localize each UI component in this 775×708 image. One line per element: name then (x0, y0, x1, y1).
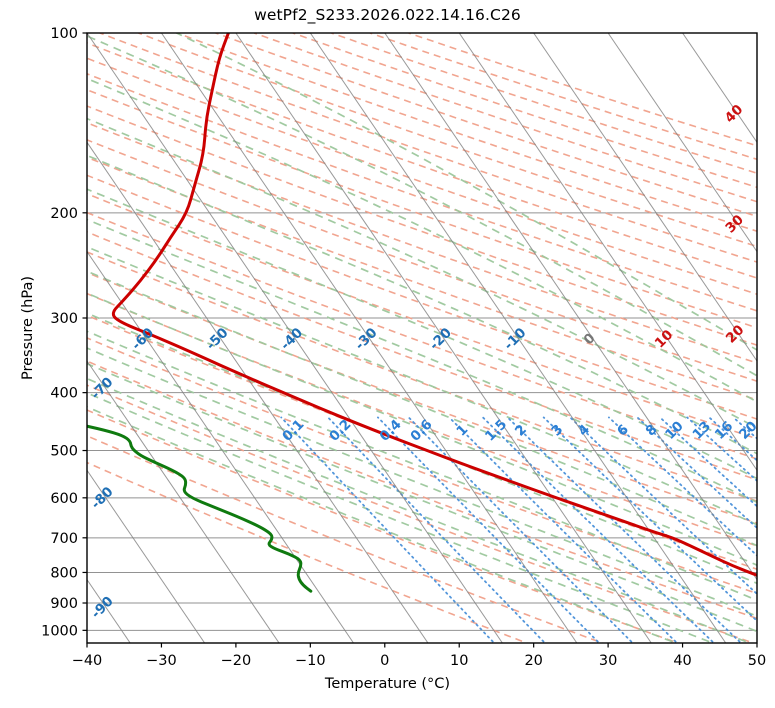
y-axis-label: Pressure (hPa) (20, 276, 36, 381)
isotherm-line (533, 33, 757, 362)
y-tick-label: 100 (50, 26, 78, 42)
isotherm-line (87, 360, 280, 643)
x-tick-label: −20 (221, 653, 252, 669)
x-tick-label: 20 (524, 653, 542, 669)
isotherm-line (235, 33, 652, 643)
x-tick-label: −10 (295, 653, 326, 669)
grid-label-layer: 0.10.20.40.611.52346810131620253036-90-8… (88, 102, 775, 622)
moist-adiabat (87, 218, 757, 504)
axes-frame (86, 32, 758, 644)
dry-adiabat (87, 174, 757, 420)
mixing-ratio-line (659, 416, 757, 508)
x-tick-label: 30 (599, 653, 617, 669)
moist-adiabat (87, 347, 757, 618)
y-tick-label: 600 (50, 491, 78, 507)
mixing-ratio-line (732, 416, 757, 440)
y-tick-label: 500 (50, 444, 78, 460)
mixing-ratio-line (448, 416, 679, 643)
moist-adiabat (87, 330, 757, 602)
dry-adiabat (87, 156, 757, 401)
mixing-ratio-label: 25 (761, 418, 775, 443)
isotherm-line (607, 33, 757, 253)
x-tick-label: 10 (450, 653, 468, 669)
isotherm-line (458, 33, 757, 472)
moist-adiabat (87, 312, 757, 585)
x-tick-label: 40 (673, 653, 691, 669)
y-tick-label: 900 (50, 596, 78, 612)
dry-adiabat (87, 251, 757, 502)
dry-adiabat (87, 384, 756, 643)
isotherm-line (161, 33, 578, 643)
mixing-ratio-line (542, 416, 757, 623)
dry-adiabat (87, 105, 757, 347)
dry-adiabat (138, 33, 757, 248)
dewpoint-profile (87, 424, 313, 593)
dry-adiabat (87, 231, 757, 481)
x-tick-label: −30 (146, 653, 177, 669)
dry-adiabat (87, 409, 681, 643)
mixing-ratio-line (280, 416, 496, 643)
isotherm-line (756, 33, 757, 34)
y-tick-label: 400 (50, 386, 78, 402)
page-title: wetPf2_S233.2026.022.14.16.C26 (254, 6, 521, 24)
moist-adiabat (174, 33, 757, 351)
dry-adiabat (87, 360, 757, 620)
y-tick-label: 200 (50, 206, 78, 222)
isotherm-line (87, 469, 206, 643)
mixing-ratio-label: 0.6 (407, 416, 435, 444)
mixing-ratio-line (377, 416, 601, 643)
moist-adiabat (87, 188, 757, 480)
isotherm-line (309, 33, 727, 643)
x-tick-label: 0 (380, 653, 389, 669)
dry-adiabat (87, 121, 757, 364)
x-tick-label: 50 (748, 653, 766, 669)
dry-adiabat (87, 211, 757, 460)
temperature-profile (111, 33, 757, 577)
mixing-ratio-line (569, 416, 757, 596)
y-tick-label: 300 (50, 311, 78, 327)
dry-adiabat (87, 434, 605, 643)
dry-adiabat (87, 337, 757, 595)
grid-layer (87, 33, 775, 645)
x-tick-label: −40 (72, 653, 103, 669)
dry-adiabat (87, 139, 757, 383)
isotherm-line (87, 250, 354, 643)
y-tick-label: 800 (50, 565, 78, 581)
moist-adiabat (87, 362, 757, 633)
sounding-layer (87, 33, 757, 593)
mixing-ratio-line (758, 417, 775, 645)
moist-adiabat (87, 391, 716, 643)
isotherm-line (384, 33, 757, 581)
mixing-ratio-line (636, 416, 757, 530)
dry-adiabat (87, 292, 757, 547)
dry-adiabat (87, 72, 757, 312)
moist-adiabat (87, 245, 757, 526)
isotherm-line (682, 33, 757, 144)
moist-adiabat (87, 77, 757, 403)
mixing-ratio-line (608, 416, 757, 557)
mixing-ratio-line (482, 416, 716, 643)
mixing-ratio-line (407, 416, 634, 643)
isotherm-label: 30 (722, 212, 747, 237)
isotherm-line (87, 141, 429, 643)
dry-adiabat (87, 57, 757, 296)
y-tick-label: 1000 (41, 623, 78, 639)
mixing-ratio-line (506, 416, 743, 643)
mixing-ratio-line (686, 416, 757, 483)
moist-adiabat (87, 405, 679, 643)
moist-adiabat (87, 377, 752, 643)
isotherm-line (87, 33, 503, 643)
mixing-ratio-line (708, 416, 757, 462)
dry-adiabat (87, 88, 757, 329)
moist-adiabat (87, 117, 757, 429)
y-tick-label: 700 (50, 531, 78, 547)
isotherm-label: 40 (722, 102, 747, 127)
moist-adiabat (87, 270, 757, 547)
x-axis-label: Temperature (°C) (324, 676, 451, 692)
